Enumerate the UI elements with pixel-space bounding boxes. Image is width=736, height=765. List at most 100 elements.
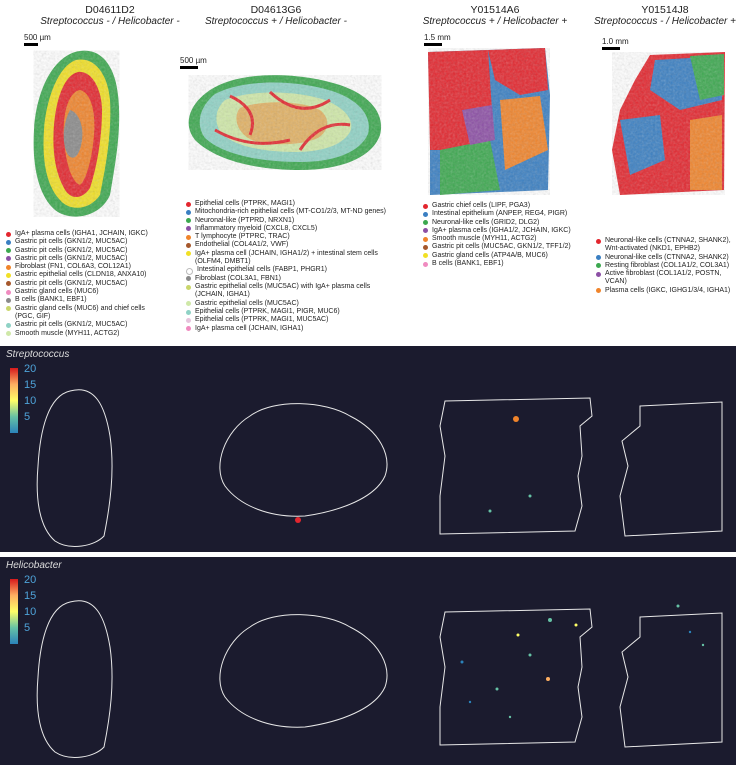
sample-header-1: D04611D2 Streptococcus - / Helicobacter … [40,0,180,28]
legend-swatch [186,267,193,275]
legend-label: B cells (BANK1, EBF1) [15,296,87,304]
legend-swatch [186,226,191,232]
sample-id: Y01514A6 [470,4,520,16]
scale-label: 1.0 mm [602,37,629,46]
legend-label: Gastric pit cells (GKN1/2, MUC5AC) [15,321,128,329]
legend-label: Gastric pit cells (GKN1/2, MUC5AC) [15,254,128,262]
legend-swatch [596,238,601,244]
legend-label: Neuronal-like cells (CTNNA2, SHANK2) [605,253,729,261]
legend-swatch [6,297,11,303]
signal-spot [488,509,492,513]
legend-item: Active fibroblast (COL1A1/2, POSTN, VCAN… [596,270,732,287]
legend-swatch [186,301,191,307]
tissue-1 [33,50,120,217]
legend-item: Fibroblast (FN1, COL6A3, COL12A1) [6,263,156,271]
scale-label: 500 µm [24,33,51,42]
legend-swatch [423,228,428,234]
legend-swatch [596,271,601,277]
spatial-map-section: D04611D2 Streptococcus - / Helicobacter … [0,0,736,346]
scale-label: 500 µm [180,56,207,65]
legend-label: Intestinal epithelial cells (FABP1, PHGR… [197,266,327,274]
legend-item: Gastric gland cells (ATP4A/B, MUC6) [423,252,573,260]
legend-label: Active fibroblast (COL1A1/2, POSTN, VCAN… [605,270,722,286]
legend-label: IgA+ plasma cells (IGHA1/2, JCHAIN, IGKC… [432,226,571,234]
legend-label: Gastric pit cells (MUC5AC, GKN1/2, TFF1/… [432,243,571,251]
outline-1 [36,389,113,547]
colorbar [10,579,18,644]
sample-id: Y01514J8 [641,4,689,16]
sample-id: D04611D2 [85,4,135,16]
legend-label: Gastric pit cells (GKN1/2, MUC5AC) [15,279,128,287]
sample-header-4: Y01514J8 Streptococcus - / Helicobacter … [590,0,736,28]
legend-item: Neuronal-like cells (CTNNA2, SHANK2) [596,254,732,262]
scale-bar-1: 500 µm [24,33,51,46]
legend-item: Epithelial cells (PTPRK, MAGI1, MUC5AC) [186,316,396,324]
legend-label: IgA+ plasma cell (JCHAIN, IGHA1/2) + int… [195,249,378,266]
legend-swatch [186,242,191,248]
legend-swatch [186,317,191,323]
legend-item: IgA+ plasma cells (IGHA1/2, JCHAIN, IGKC… [423,227,573,235]
helicobacter-panel: Helicobacter 20 15 10 5 [0,557,736,765]
legend-item: Gastric pit cells (GKN1/2, MUC5AC) [6,321,156,329]
signal-spot [295,517,301,523]
legend-swatch [6,289,11,295]
panel-title: Streptococcus [6,349,70,360]
legend-label: Fibroblast (COL3A1, FBN1) [195,274,281,282]
legend-item: Intestinal epithelium (ANPEP, REG4, PIGR… [423,210,573,218]
panel-divider [0,552,736,557]
legend-label: Gastric gland cells (MUC6) [15,288,99,296]
legend-swatch [423,261,428,267]
legend-swatch [596,288,601,294]
colorbar-tick: 5 [24,411,31,423]
colorbar-tick: 10 [24,395,37,407]
legend-item: B cells (BANK1, EBF1) [6,296,156,304]
legend-item: Gastric chief cells (LIPF, PGA3) [423,202,573,210]
colorbar-tick: 20 [24,363,37,375]
legend-swatch [6,306,11,312]
legend-swatch [6,231,11,237]
legend-item: Epithelial cells (PTPRK, MAGI1) [186,200,396,208]
legend-label: Gastric gland cells (MUC6) and chief cel… [15,304,145,320]
legend-swatch [423,211,428,217]
legend-swatch [6,272,11,278]
legend-swatch [6,281,11,287]
legend-item: Gastric epithelial cells (CLDN18, ANXA10… [6,271,156,279]
legend-item: Gastric pit cells (GKN1/2, MUC5AC) [6,238,156,246]
legend-swatch [186,234,191,240]
legend-swatch [596,263,601,269]
legend-label: Fibroblast (FN1, COL6A3, COL12A1) [15,263,131,271]
outline-2 [219,403,388,517]
legend-swatch [596,255,601,261]
legend-label: Neuronal-like cells (CTNNA2, SHANK2), Wn… [605,237,731,253]
legend-item: Inflammatory myeloid (CXCL8, CXCL5) [186,225,396,233]
legend-1: IgA+ plasma cells (IGHA1, JCHAIN, IGKC) G… [6,230,156,338]
legend-label: B cells (BANK1, EBF1) [432,260,504,268]
legend-item: Plasma cells (IGKC, IGHG1/3/4, IGHA1) [596,287,732,295]
legend-swatch [423,244,428,250]
legend-label: Epithelial cells (PTPRK, MAGI1, MUC5AC) [195,316,329,324]
outline-3 [439,608,593,746]
legend-label: Gastric epithelial cells (CLDN18, ANXA10… [15,271,147,279]
outline-4 [619,401,723,537]
legend-swatch [6,256,11,262]
legend-swatch [186,276,191,282]
legend-label: Intestinal epithelium (ANPEP, REG4, PIGR… [432,210,568,218]
legend-item: Gastric pit cells (MUC5AC, GKN1/2, TFF1/… [423,243,573,251]
scale-bar-3: 1.5 mm [424,33,451,46]
outline-1 [36,600,113,758]
legend-swatch [423,203,428,209]
legend-label: Gastric pit cells (GKN1/2, MUC5AC) [15,246,128,254]
legend-label: IgA+ plasma cell (JCHAIN, IGHA1) [195,324,304,332]
legend-2: Epithelial cells (PTPRK, MAGI1) Mitochond… [186,200,396,333]
legend-label: Neuronal-like (PTPRD, NRXN1) [195,216,295,224]
legend-label: IgA+ plasma cells (IGHA1, JCHAIN, IGKC) [15,230,148,237]
legend-item: Resting fibroblast (COL1A1/2, COL3A1) [596,262,732,270]
legend-item: B cells (BANK1, EBF1) [423,260,573,268]
colorbar-tick: 10 [24,606,37,618]
outline-4 [619,612,723,748]
colorbar-tick: 15 [24,379,37,391]
legend-swatch [186,309,191,315]
legend-swatch [423,220,428,226]
legend-item: Gastric gland cells (MUC6) and chief cel… [6,305,156,322]
legend-item: IgA+ plasma cell (JCHAIN, IGHA1/2) + int… [186,250,396,267]
